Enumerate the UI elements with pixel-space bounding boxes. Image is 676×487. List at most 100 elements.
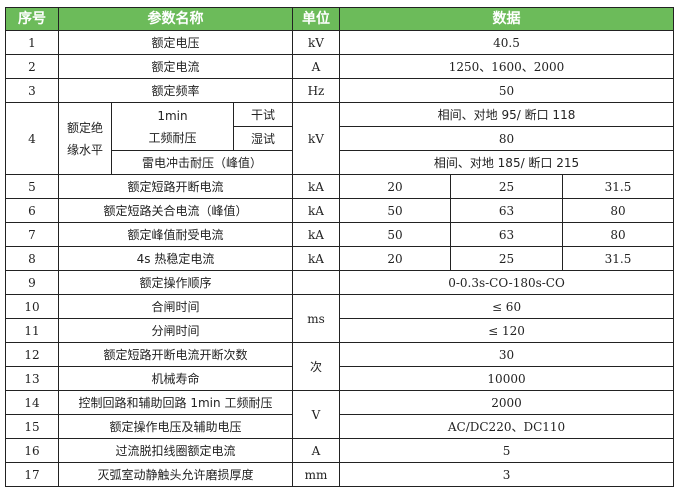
row-name: 机械寿命 <box>58 366 293 391</box>
row-value: 2000 <box>338 390 675 415</box>
row-unit: mm <box>292 462 340 487</box>
row-unit: A <box>292 54 340 79</box>
table-row: 12 额定短路开断电流开断次数 次 30 <box>5 342 675 391</box>
row-value-3: 31.5 <box>561 246 675 271</box>
row-name: 分闸时间 <box>58 318 293 343</box>
row-no: 12 <box>5 342 59 367</box>
row-value-2: 25 <box>450 174 563 199</box>
row-name: 额定短路关合电流（峰值） <box>58 198 293 223</box>
row-unit: A <box>292 438 340 463</box>
row-unit: 次 <box>292 342 340 391</box>
row-value: 3 <box>338 462 675 487</box>
parameter-table: 序号 参数名称 单位 数据 1 额定电压 kV 40.5 2 额定电流 A 12… <box>5 7 675 487</box>
row-value-3: 80 <box>561 198 675 223</box>
dry-test-label: 干试 <box>233 102 293 127</box>
row-value: 0-0.3s-CO-180s-CO <box>338 270 675 295</box>
row-value: ≤ 120 <box>338 318 675 343</box>
table-row: 15 额定操作电压及辅助电压 AC/DC220、DC110 <box>5 414 675 439</box>
table-row: 雷电冲击耐压（峰值） 相间、对地 185/ 断口 215 <box>6 150 675 175</box>
row-value: 40.5 <box>338 30 675 55</box>
row-no: 17 <box>5 462 59 487</box>
table-row: 2 额定电流 A 1250、1600、2000 <box>5 54 675 79</box>
row-no: 4 <box>5 102 59 175</box>
row-value-3: 31.5 <box>561 174 675 199</box>
row-no: 15 <box>5 414 59 439</box>
row-no: 7 <box>5 222 59 247</box>
header-no: 序号 <box>5 7 59 31</box>
row-no: 10 <box>5 294 59 319</box>
table-row: 4 额定绝缘水平 1min 工频耐压 干试 kV 相间、对地 95/ 断口 11… <box>5 102 675 175</box>
row-name: 合闸时间 <box>58 294 293 319</box>
row-unit: kA <box>292 198 340 223</box>
row-name: 额定电压 <box>58 30 293 55</box>
table-row: 10 合闸时间 ms ≤ 60 <box>5 294 675 343</box>
row-unit: kA <box>292 174 340 199</box>
table-header: 序号 参数名称 单位 数据 <box>5 7 675 31</box>
row-no: 6 <box>5 198 59 223</box>
row-value-2: 25 <box>450 246 563 271</box>
row-no: 8 <box>5 246 59 271</box>
table-row: 1 额定电压 kV 40.5 <box>5 30 675 55</box>
row-value-2: 63 <box>450 222 563 247</box>
row-value-1: 50 <box>339 222 451 247</box>
table-row: 17 灭弧室动静触头允许磨损厚度 mm 3 <box>5 462 675 487</box>
row-name: 额定频率 <box>58 78 293 103</box>
row-name: 额定短路开断电流开断次数 <box>58 342 293 367</box>
table-row: 5 额定短路开断电流 kA 20 25 31.5 <box>5 174 675 199</box>
row-value-1: 20 <box>339 174 451 199</box>
row-unit <box>292 270 340 295</box>
table-row: 湿试 80 <box>6 126 675 151</box>
row-no: 2 <box>5 54 59 79</box>
row-value: 10000 <box>338 366 675 391</box>
row-no: 5 <box>5 174 59 199</box>
table-row: 16 过流脱扣线圈额定电流 A 5 <box>5 438 675 463</box>
row-value: ≤ 60 <box>338 294 675 319</box>
row-value-1: 50 <box>339 198 451 223</box>
row-value: 50 <box>338 78 675 103</box>
row-name: 额定峰值耐受电流 <box>58 222 293 247</box>
row-no: 13 <box>5 366 59 391</box>
table-row: 8 4s 热稳定电流 kA 20 25 31.5 <box>5 246 675 271</box>
row-unit: kA <box>292 222 340 247</box>
row-unit: kV <box>292 30 340 55</box>
row-name: 控制回路和辅助回路 1min 工频耐压 <box>58 390 293 415</box>
impulse-withstand-value: 相间、对地 185/ 断口 215 <box>338 150 675 175</box>
row-no: 1 <box>5 30 59 55</box>
row-name: 额定操作电压及辅助电压 <box>58 414 293 439</box>
row-name: 额定短路开断电流 <box>58 174 293 199</box>
dry-test-value: 相间、对地 95/ 断口 118 <box>338 102 675 127</box>
row-value: 30 <box>338 342 675 367</box>
wet-test-label: 湿试 <box>233 126 293 151</box>
row-name: 4s 热稳定电流 <box>58 246 293 271</box>
row-no: 16 <box>5 438 59 463</box>
power-frequency-withstand-label: 1min 工频耐压 <box>111 102 234 151</box>
row-no: 11 <box>5 318 59 343</box>
row-value-3: 80 <box>561 222 675 247</box>
row-value-1: 20 <box>339 246 451 271</box>
row-name: 额定操作顺序 <box>58 270 293 295</box>
row-unit: Hz <box>292 78 340 103</box>
row-unit: V <box>292 390 340 439</box>
table-row: 13 机械寿命 10000 <box>5 366 675 391</box>
header-param: 参数名称 <box>58 7 293 31</box>
table-row: 11 分闸时间 ≤ 120 <box>5 318 675 343</box>
table-row: 14 控制回路和辅助回路 1min 工频耐压 V 2000 <box>5 390 675 439</box>
row-no: 14 <box>5 390 59 415</box>
impulse-withstand-label: 雷电冲击耐压（峰值） <box>111 150 293 175</box>
row-name: 过流脱扣线圈额定电流 <box>58 438 293 463</box>
table-row: 3 额定频率 Hz 50 <box>5 78 675 103</box>
row-name: 额定电流 <box>58 54 293 79</box>
row-value-2: 63 <box>450 198 563 223</box>
row-unit: kV <box>292 102 340 175</box>
row-no: 9 <box>5 270 59 295</box>
row-value: 1250、1600、2000 <box>338 54 675 79</box>
row-value: 5 <box>338 438 675 463</box>
row-no: 3 <box>5 78 59 103</box>
row-value: AC/DC220、DC110 <box>338 414 675 439</box>
table-row: 6 额定短路关合电流（峰值） kA 50 63 80 <box>5 198 675 223</box>
table-row: 7 额定峰值耐受电流 kA 50 63 80 <box>5 222 675 247</box>
table-row: 9 额定操作顺序 0-0.3s-CO-180s-CO <box>5 270 675 295</box>
header-data: 数据 <box>338 7 675 31</box>
header-unit: 单位 <box>292 7 340 31</box>
insulation-level-label: 额定绝缘水平 <box>58 102 112 175</box>
